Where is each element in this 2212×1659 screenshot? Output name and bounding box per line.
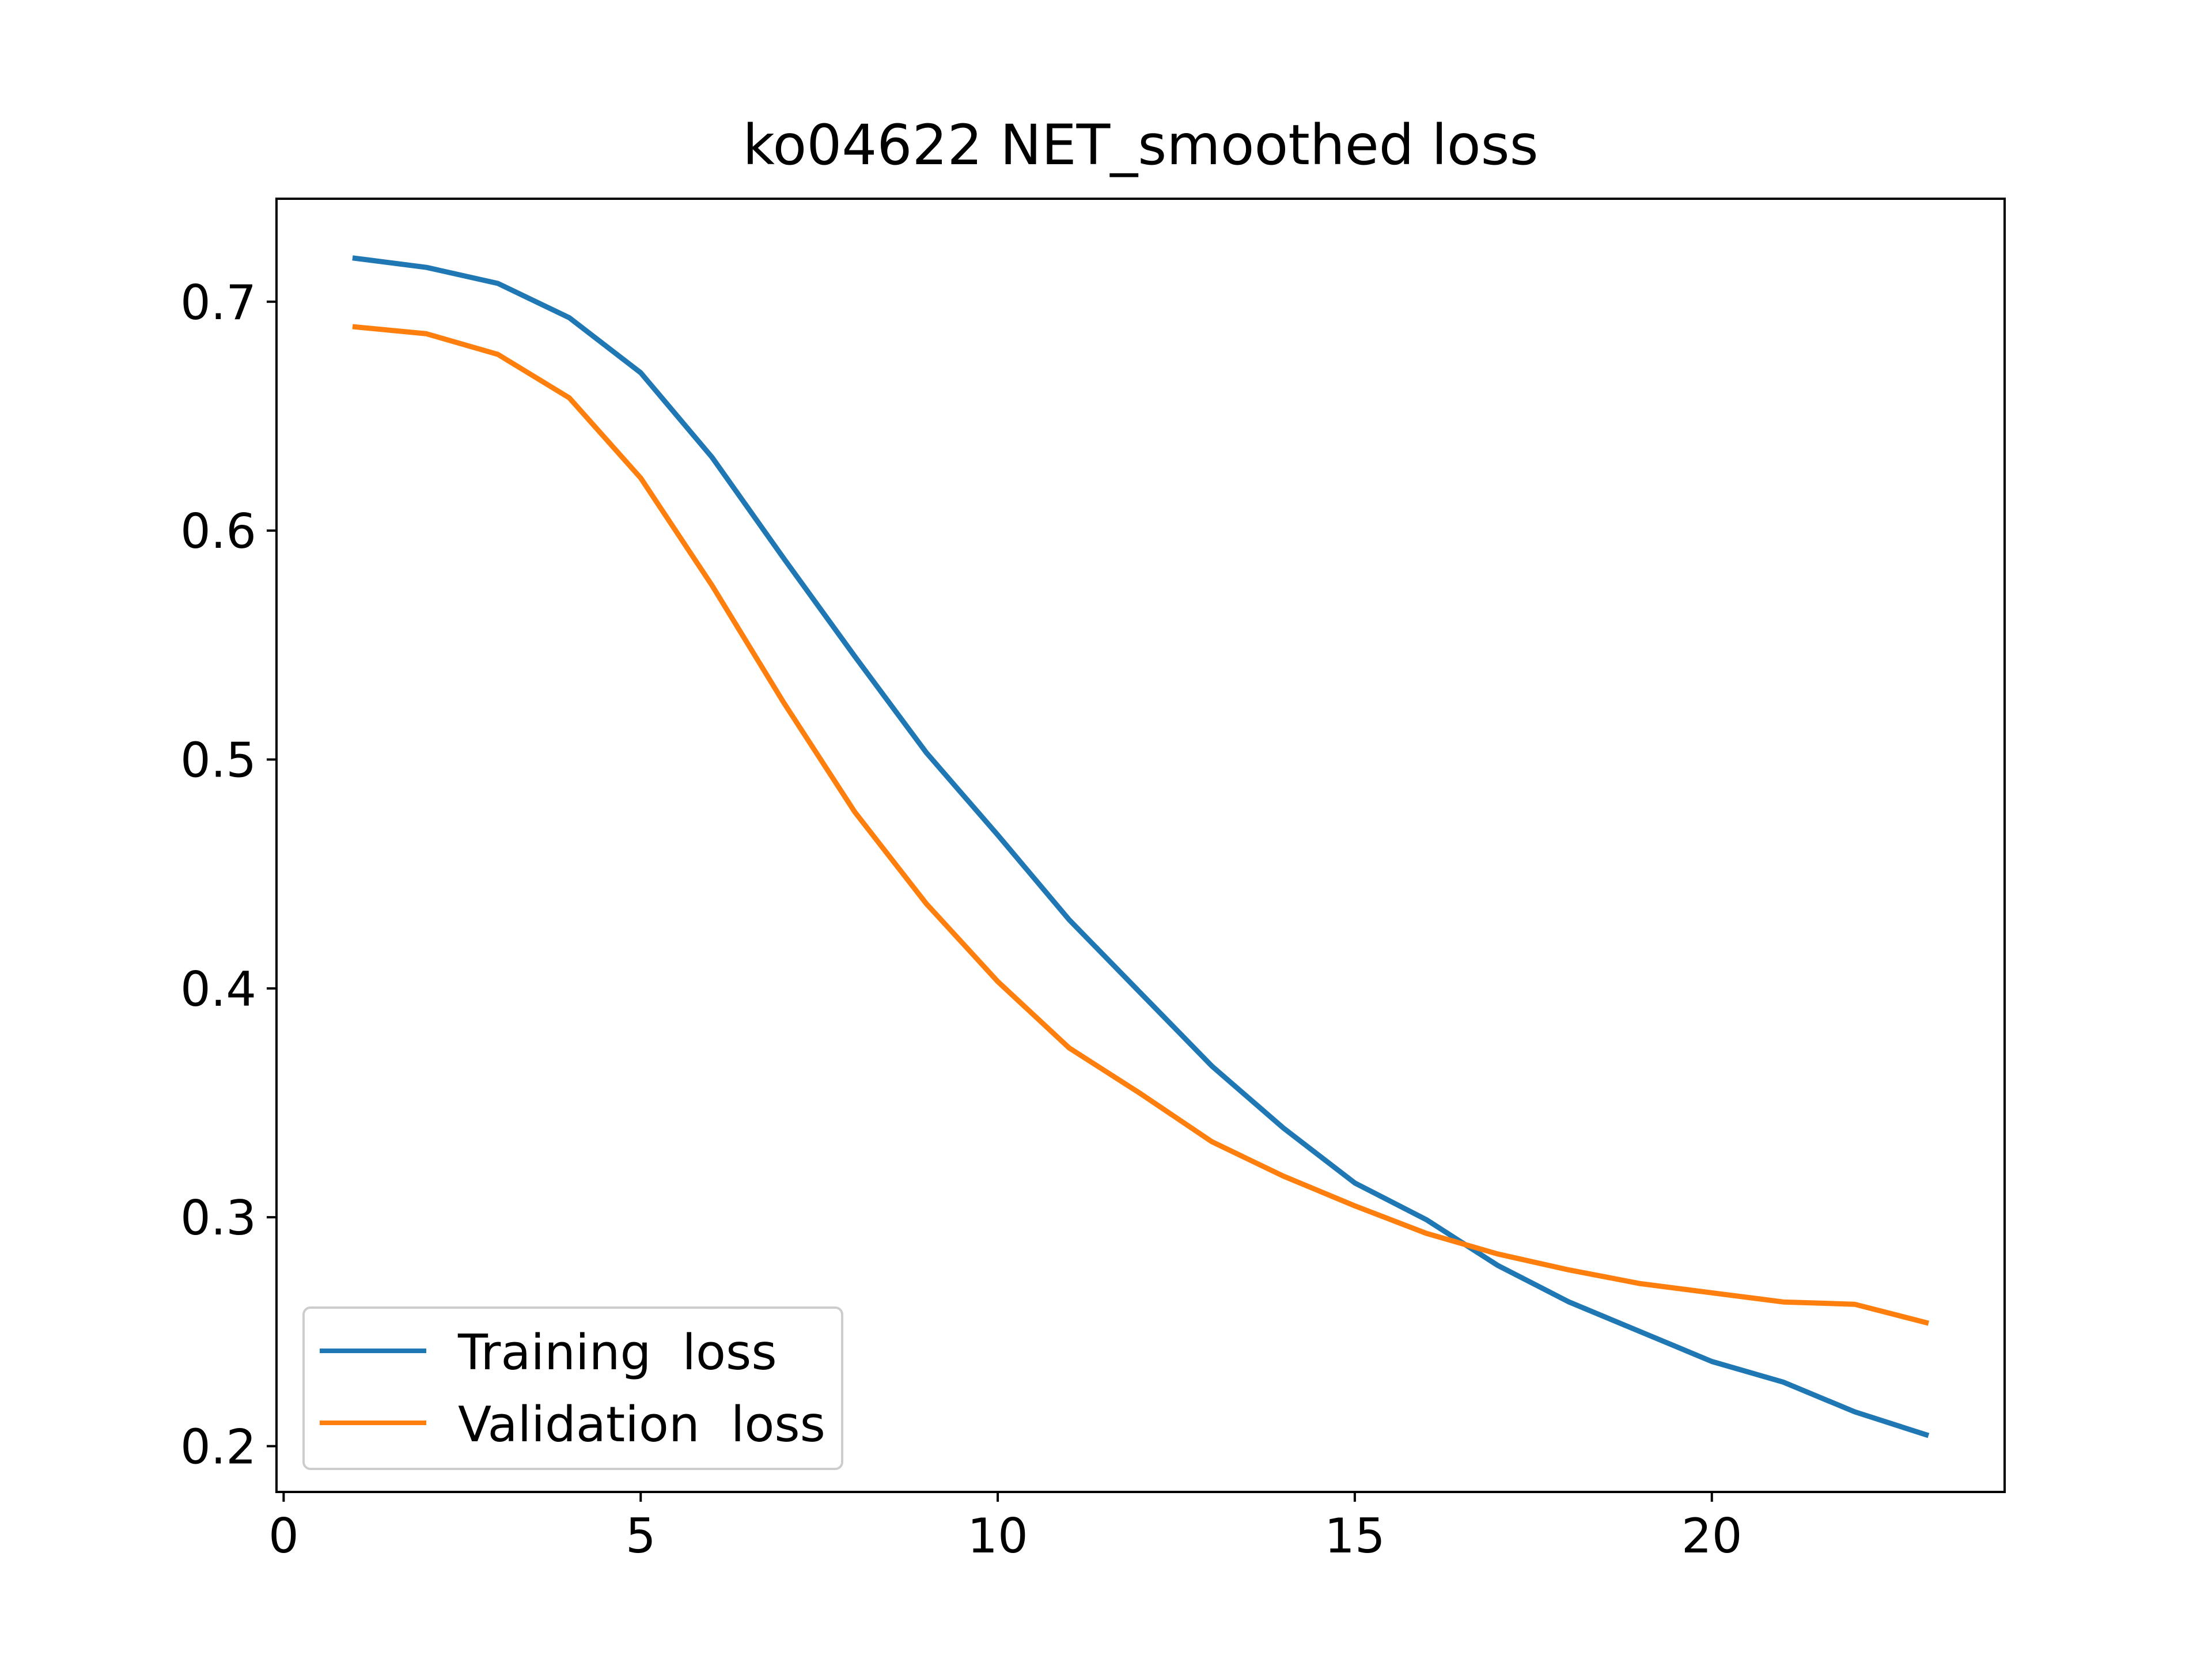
series-line-validation — [352, 324, 1930, 1326]
legend-box — [302, 1306, 843, 1470]
x-tick-label: 20 — [1681, 1508, 1743, 1564]
y-tick-label: 0.5 — [180, 732, 256, 788]
legend-label-training: Training loss — [457, 1324, 777, 1381]
legend: Training loss Validation loss — [302, 1306, 843, 1470]
x-tick-label: 5 — [626, 1508, 656, 1564]
y-tick-label: 0.7 — [180, 275, 256, 331]
x-tick-label: 10 — [967, 1508, 1028, 1564]
x-tick-label: 15 — [1324, 1508, 1385, 1564]
y-tick-label: 0.2 — [180, 1419, 256, 1475]
x-axis: 0 5 10 15 20 — [268, 1492, 1743, 1564]
y-tick-label: 0.3 — [180, 1190, 256, 1246]
y-axis: 0.2 0.3 0.4 0.5 0.6 0.7 — [180, 275, 276, 1475]
legend-label-validation: Validation loss — [458, 1396, 825, 1453]
series-layer — [352, 255, 1930, 1438]
plot-frame — [275, 198, 2006, 1493]
x-tick-label: 0 — [268, 1508, 299, 1564]
y-tick-label: 0.4 — [180, 961, 256, 1017]
chart-title: ko04622 NET_smoothed loss — [743, 113, 1538, 177]
y-tick-label: 0.6 — [180, 503, 256, 559]
series-line-training — [352, 255, 1930, 1438]
